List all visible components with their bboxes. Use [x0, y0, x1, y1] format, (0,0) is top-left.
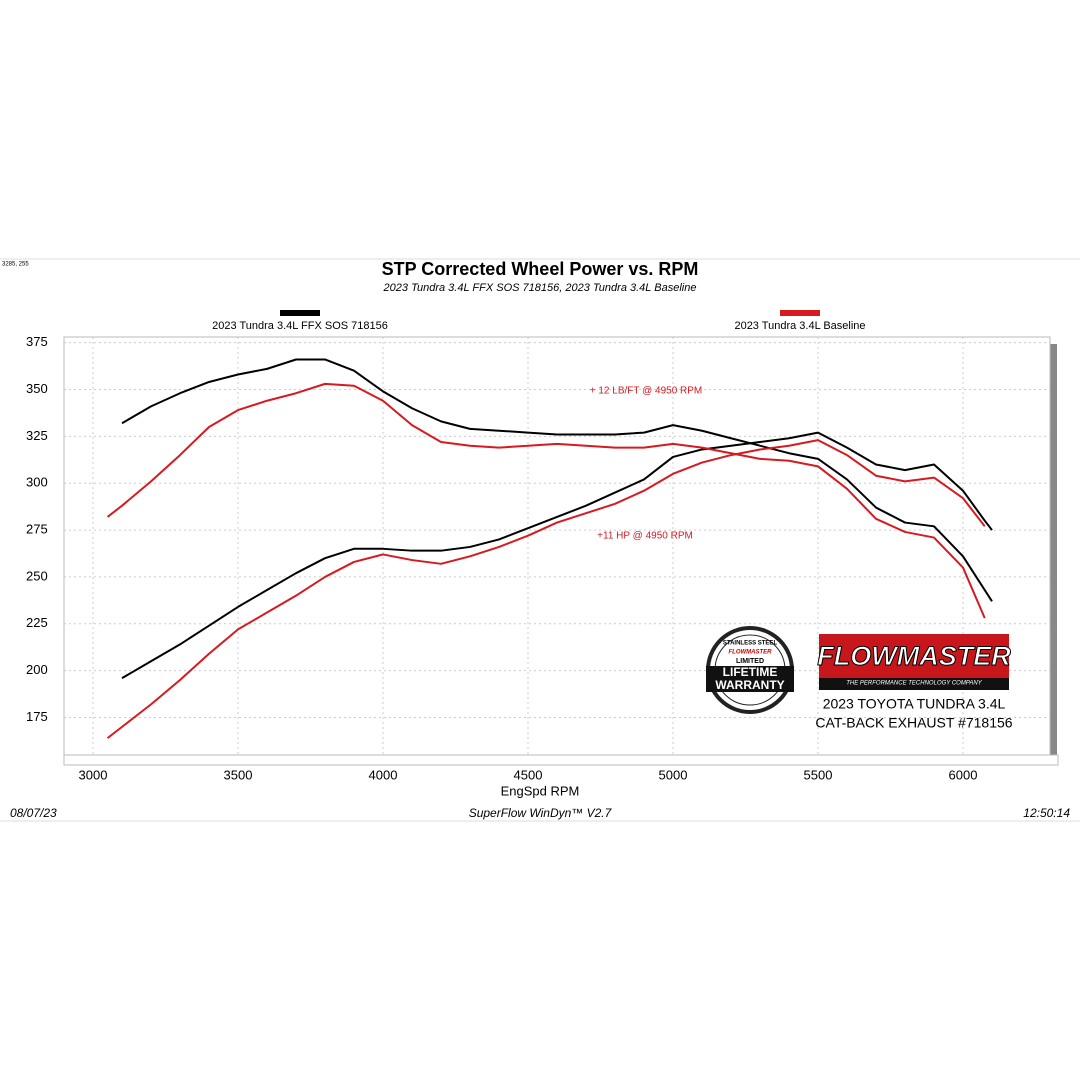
annotation: +11 HP @ 4950 RPM [597, 531, 693, 542]
x-tick-label: 3000 [79, 767, 108, 782]
x-tick-label: 3500 [224, 767, 253, 782]
footer-time: 12:50:14 [1023, 806, 1070, 820]
logo-tagline: THE PERFORMANCE TECHNOLOGY COMPANY [846, 681, 982, 687]
logo-line: 2023 TOYOTA TUNDRA 3.4L [823, 696, 1006, 712]
x-axis-strip [63, 754, 1059, 766]
x-tick-label: 6000 [949, 767, 978, 782]
x-tick-label: 4000 [369, 767, 398, 782]
plot-area [63, 336, 1051, 756]
chart-subtitle: 2023 Tundra 3.4L FFX SOS 718156, 2023 Tu… [383, 282, 697, 294]
logo-line: CAT-BACK EXHAUST #718156 [815, 715, 1012, 731]
data-line [121, 358, 993, 602]
y-tick-label: 300 [26, 475, 48, 490]
data-line [106, 439, 986, 739]
y-tick-label: 250 [26, 568, 48, 583]
footer-software: SuperFlow WinDyn™ V2.7 [469, 806, 613, 820]
warranty-badge: STAINLESS STEEL FLOWMASTER LIMITED LIFET… [706, 626, 794, 714]
badge-text: STAINLESS STEEL [723, 641, 778, 647]
flowmaster-logo: FLOWMASTER THE PERFORMANCE TECHNOLOGY CO… [815, 634, 1013, 731]
badge-text: LIFETIME [723, 665, 778, 679]
x-tick-label: 5000 [659, 767, 688, 782]
badge-text: FLOWMASTER [729, 650, 773, 656]
y-tick-label: 325 [26, 428, 48, 443]
y-tick-label: 350 [26, 381, 48, 396]
legend-label: 2023 Tundra 3.4L FFX SOS 718156 [212, 320, 388, 332]
y-tick-label: 225 [26, 615, 48, 630]
y-tick-label: 175 [26, 709, 48, 724]
x-tick-label: 4500 [514, 767, 543, 782]
y-tick-label: 375 [26, 334, 48, 349]
badge-text: WARRANTY [715, 678, 784, 692]
data-line [106, 382, 986, 619]
y-tick-label: 275 [26, 522, 48, 537]
legend-label: 2023 Tundra 3.4L Baseline [734, 320, 865, 332]
corner-note: 3285, 255 [2, 262, 29, 268]
badge-band [706, 666, 794, 692]
y-tick-label: 200 [26, 662, 48, 677]
logo-brand: FLOWMASTER [817, 641, 1011, 671]
footer-date: 08/07/23 [10, 806, 57, 820]
logo-red [819, 634, 1009, 678]
x-axis-label: EngSpd RPM [501, 783, 580, 798]
legend-swatch [280, 310, 320, 316]
data-line [121, 431, 993, 680]
chart-title: STP Corrected Wheel Power vs. RPM [382, 259, 699, 279]
annotation: + 12 LB/FT @ 4950 RPM [590, 386, 703, 397]
x-tick-label: 5500 [804, 767, 833, 782]
badge-text: LIMITED [736, 658, 764, 665]
legend-swatch [780, 310, 820, 316]
